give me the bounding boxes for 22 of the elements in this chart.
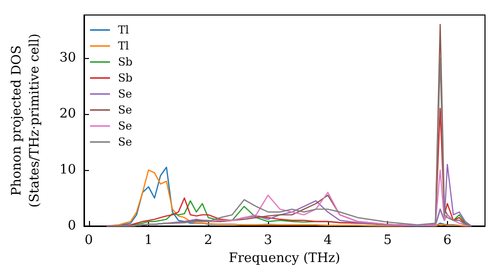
y-tick-label: 0 [68, 218, 76, 234]
x-tick-label: 4 [324, 233, 332, 248]
x-axis-title: Frequency (THz) [228, 251, 340, 266]
x-tick-label: 3 [264, 233, 272, 248]
legend-label: Sb [118, 56, 133, 68]
y-axis-title: Phonon projected DOS (States/THz·primitive cell) [10, 33, 42, 208]
y-tick-label: 20 [59, 106, 76, 122]
legend-label: Tl [118, 40, 130, 52]
x-tick-label: 0 [84, 233, 93, 248]
legend-label: Se [118, 88, 132, 100]
legend-label: Se [118, 120, 132, 132]
legend-label: Sb [118, 72, 133, 84]
x-tick-label: 1 [144, 233, 153, 248]
legend-label: Tl [118, 24, 130, 36]
y-tick-label: 30 [59, 50, 76, 66]
legend-label: Se [118, 136, 132, 148]
legend-label: Se [118, 104, 132, 116]
x-tick-label: 6 [443, 233, 452, 248]
x-tick-label: 2 [204, 233, 212, 248]
x-tick-label: 5 [383, 233, 392, 248]
line-series [106, 57, 472, 227]
y-tick-label: 10 [59, 162, 76, 178]
